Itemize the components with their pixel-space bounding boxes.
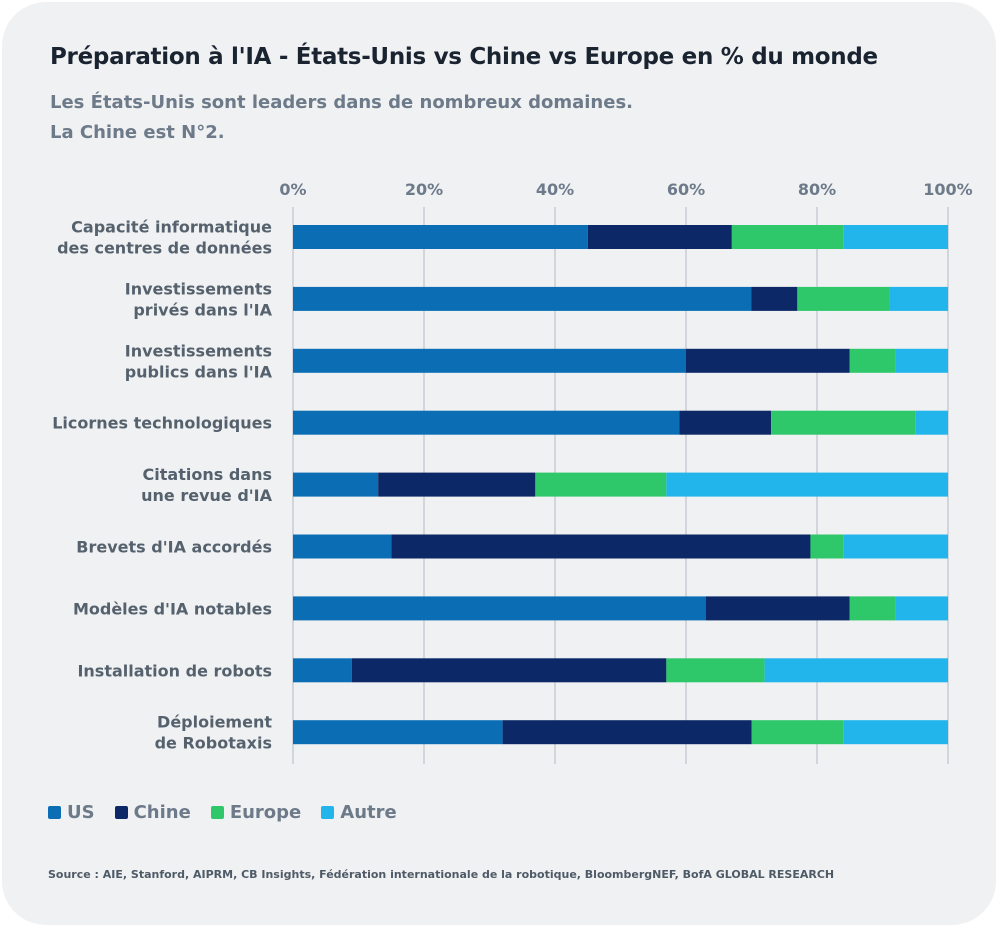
source-note: Source : AIE, Stanford, AIPRM, CB Insigh… — [48, 868, 835, 881]
bar-segment-europe — [666, 658, 765, 683]
category-label: des centres de données — [57, 239, 272, 258]
bar-segment-us — [293, 348, 686, 373]
category-label: privés dans l'IA — [133, 300, 272, 319]
bar-segment-us — [293, 410, 680, 435]
x-tick-label: 60% — [667, 180, 705, 199]
legend: US Chine Europe Autre — [48, 802, 397, 823]
bar-segment-europe — [810, 534, 844, 559]
legend-label-europe: Europe — [229, 802, 302, 823]
bar-segment-autre — [843, 534, 948, 559]
legend-swatch-autre — [321, 806, 335, 819]
x-tick-label: 0% — [279, 180, 306, 199]
bar-segment-europe — [751, 720, 844, 745]
bar-segment-chine — [705, 596, 850, 621]
legend-label-chine: Chine — [133, 802, 191, 823]
bar-segment-chine — [378, 472, 536, 497]
bar-segment-autre — [915, 410, 948, 435]
bar-segment-autre — [843, 720, 948, 745]
category-label: Investissements — [125, 279, 272, 298]
category-label: une revue d'IA — [141, 486, 272, 505]
x-tick-label: 80% — [798, 180, 836, 199]
bar-segment-us — [293, 658, 352, 683]
bar-segment-autre — [666, 472, 948, 497]
x-tick-label: 40% — [536, 180, 574, 199]
category-label: publics dans l'IA — [125, 362, 273, 381]
bar-segment-autre — [843, 225, 948, 249]
bar-segment-europe — [731, 225, 844, 249]
bar-segment-europe — [535, 472, 667, 497]
x-tick-label: 100% — [923, 180, 972, 199]
bar-segment-chine — [502, 720, 752, 745]
subtitle-line-1: Les États-Unis sont leaders dans de nomb… — [50, 92, 633, 113]
bar-segment-us — [293, 534, 392, 559]
bar-segment-chine — [587, 225, 732, 249]
category-label: Installation de robots — [77, 661, 272, 680]
chart-subtitle: Les États-Unis sont leaders dans de nomb… — [50, 88, 633, 148]
category-label: de Robotaxis — [155, 734, 272, 753]
chart-title: Préparation à l'IA - États-Unis vs Chine… — [50, 44, 878, 70]
bar-segment-autre — [895, 348, 948, 373]
bar-segment-us — [293, 720, 503, 745]
bar-segment-europe — [771, 410, 916, 435]
legend-item-autre: Autre — [321, 802, 397, 823]
bar-segment-us — [293, 472, 379, 497]
x-tick-label: 20% — [405, 180, 443, 199]
legend-swatch-europe — [210, 806, 224, 819]
bar-segment-chine — [751, 286, 798, 311]
legend-label-us: US — [67, 802, 95, 823]
legend-item-europe: Europe — [210, 802, 302, 823]
subtitle-line-2: La Chine est N°2. — [50, 122, 225, 143]
category-label: Licornes technologiques — [52, 414, 272, 433]
bar-segment-chine — [351, 658, 667, 683]
bar-segment-autre — [764, 658, 948, 683]
legend-item-chine: Chine — [114, 802, 191, 823]
bar-segment-chine — [391, 534, 811, 559]
bar-segment-chine — [686, 348, 850, 373]
bar-segment-us — [293, 225, 588, 249]
bar-segment-europe — [849, 596, 896, 621]
bar-segment-autre — [889, 286, 948, 311]
category-label: Brevets d'IA accordés — [76, 538, 272, 557]
legend-swatch-us — [48, 806, 61, 819]
legend-label-autre: Autre — [340, 802, 397, 823]
bar-segment-autre — [895, 596, 948, 621]
legend-swatch-chine — [114, 806, 128, 819]
bar-segment-chine — [679, 410, 772, 435]
stacked-bar-chart: 0% 20% 40% 60% 80% 100% Capacité informatique d… — [52, 180, 973, 764]
category-label: Capacité informatique — [71, 218, 272, 237]
category-label: Investissements — [125, 341, 272, 360]
bar-segment-europe — [797, 286, 890, 311]
category-label: Déploiement — [157, 713, 272, 732]
category-label: Citations dans — [143, 465, 272, 484]
category-label: Modèles d'IA notables — [73, 599, 272, 618]
bar-segment-us — [293, 596, 706, 621]
bar-segment-us — [293, 286, 752, 311]
legend-item-us: US — [48, 802, 95, 823]
bar-segment-europe — [849, 348, 896, 373]
